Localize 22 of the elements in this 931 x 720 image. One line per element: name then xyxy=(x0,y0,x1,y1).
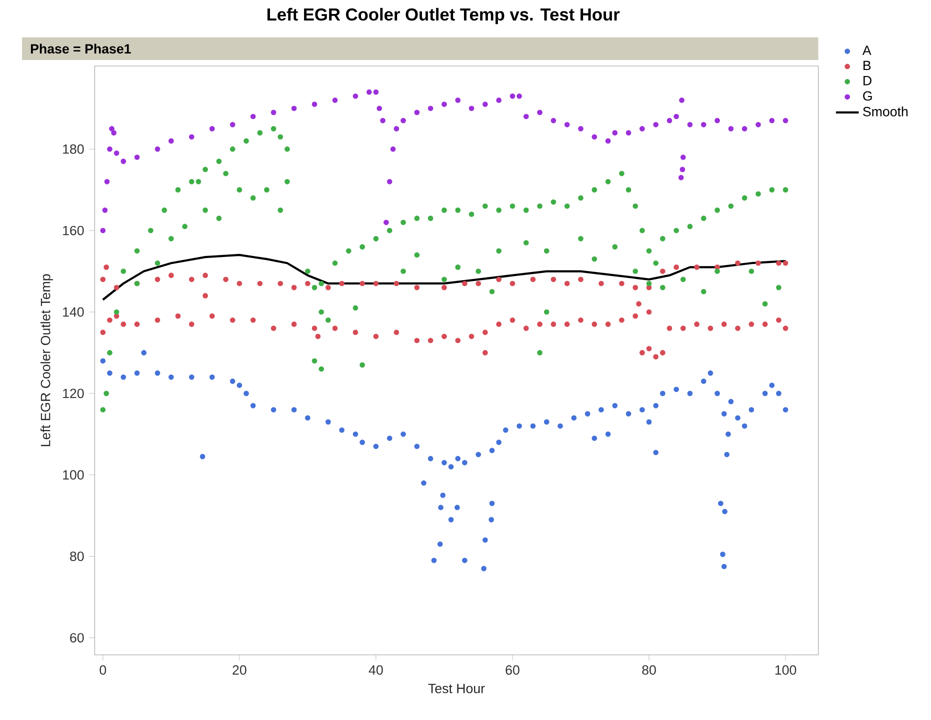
legend-label: B xyxy=(864,60,871,70)
legend-label: Smooth xyxy=(863,106,908,116)
x-tick-label: 80 xyxy=(642,665,656,675)
x-tick-label: 20 xyxy=(232,665,246,675)
y-tick-label: 100 xyxy=(63,470,84,480)
y-tick-label: 60 xyxy=(70,632,84,642)
x-tick-label: 0 xyxy=(100,665,106,675)
y-axis-title: Left EGR Cooler Outlet Temp xyxy=(40,274,53,446)
x-tick-label: 100 xyxy=(775,665,796,675)
x-axis-title: Test Hour xyxy=(428,684,485,694)
y-tick-label: 180 xyxy=(63,144,84,154)
legend-label: D xyxy=(864,76,872,86)
chart-title: Left EGR Cooler Outlet Temp vs. Test Hour xyxy=(267,8,620,24)
x-tick-label: 40 xyxy=(368,665,383,675)
y-tick-label: 120 xyxy=(63,388,84,398)
legend-label: G xyxy=(863,91,872,101)
y-tick-label: 80 xyxy=(70,551,84,561)
y-tick-label: 140 xyxy=(63,307,84,317)
x-tick-label: 60 xyxy=(506,665,520,675)
legend-label: A xyxy=(862,46,872,55)
y-tick-label: 160 xyxy=(63,226,84,236)
chart-subtitle: Phase = Phase1 xyxy=(30,44,131,54)
